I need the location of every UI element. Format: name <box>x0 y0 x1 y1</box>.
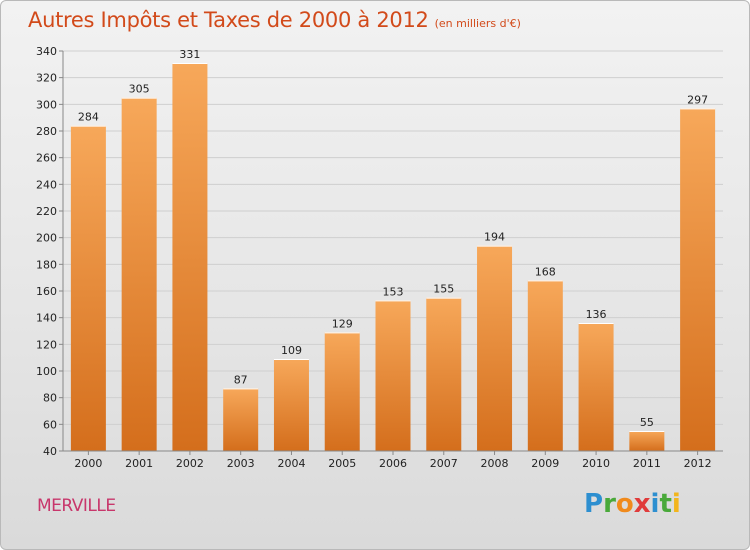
y-tick-label: 140 <box>36 312 57 325</box>
chart-subtitle: (en milliers d'€) <box>434 17 521 30</box>
x-tick-label: 2003 <box>227 457 255 470</box>
bars <box>70 63 716 452</box>
logo-letter: x <box>633 489 651 519</box>
y-tick-label: 260 <box>36 152 57 165</box>
x-tick-label: 2004 <box>277 457 305 470</box>
data-label: 109 <box>281 344 302 357</box>
data-label: 331 <box>179 48 200 61</box>
x-tick-label: 2009 <box>531 457 559 470</box>
data-label: 194 <box>484 231 505 244</box>
logo-letter: t <box>659 489 672 519</box>
y-tick-label: 40 <box>43 445 57 458</box>
data-label: 55 <box>640 416 654 429</box>
data-label: 297 <box>687 93 708 106</box>
y-tick-label: 160 <box>36 285 57 298</box>
logo-letter: i <box>650 489 660 519</box>
x-tick-label: 2005 <box>328 457 356 470</box>
bar <box>426 297 462 451</box>
y-tick-label: 340 <box>36 45 57 58</box>
bar <box>273 359 309 451</box>
data-labels: 284 305 331 87 109 129 153 155 194 168 136 55 297 <box>78 48 708 429</box>
bar <box>578 323 614 451</box>
x-tick-label: 2011 <box>633 457 661 470</box>
logo-letter: r <box>603 489 616 519</box>
y-axis-ticks: 40 60 80 100 120 140 160 180 200 220 240 260 280 300 3… <box>36 45 63 458</box>
bar <box>324 332 360 451</box>
data-label: 153 <box>383 285 404 298</box>
y-tick-label: 320 <box>36 72 57 85</box>
data-label: 305 <box>129 83 150 96</box>
bar <box>680 108 716 451</box>
bar <box>121 97 157 452</box>
x-tick-label: 2012 <box>684 457 712 470</box>
data-label: 136 <box>586 308 607 321</box>
x-tick-label: 2002 <box>176 457 204 470</box>
bar <box>172 63 208 451</box>
y-tick-label: 220 <box>36 205 57 218</box>
logo-letter: i <box>671 489 681 519</box>
data-label: 284 <box>78 111 99 124</box>
x-tick-label: 2006 <box>379 457 407 470</box>
x-axis-ticks: 2000 2001 2002 2003 2004 2005 2006 2007 2008 2009… <box>74 451 712 470</box>
y-tick-label: 100 <box>36 365 57 378</box>
x-tick-label: 2007 <box>430 457 458 470</box>
x-tick-label: 2001 <box>125 457 153 470</box>
y-tick-label: 120 <box>36 338 57 351</box>
y-tick-label: 280 <box>36 125 57 138</box>
data-label: 87 <box>234 373 248 386</box>
bar <box>527 280 563 451</box>
proxiti-logo[interactable]: Proxiti <box>584 489 681 519</box>
y-tick-label: 60 <box>43 418 57 431</box>
data-label: 168 <box>535 265 556 278</box>
x-tick-label: 2008 <box>481 457 509 470</box>
bar <box>375 300 411 451</box>
data-label: 129 <box>332 317 353 330</box>
x-tick-label: 2010 <box>582 457 610 470</box>
chart-title: Autres Impôts et Taxes de 2000 à 2012 (en… <box>28 8 521 32</box>
bar <box>477 245 513 451</box>
logo-letter: P <box>584 489 604 519</box>
y-tick-label: 80 <box>43 392 57 405</box>
bar <box>70 125 106 452</box>
chart-title-text: Autres Impôts et Taxes de 2000 à 2012 <box>28 8 429 32</box>
y-tick-label: 180 <box>36 258 57 271</box>
y-tick-label: 240 <box>36 178 57 191</box>
logo-letter: o <box>615 489 634 519</box>
bar <box>629 431 665 451</box>
town-name: MERVILLE <box>37 496 116 516</box>
y-tick-label: 200 <box>36 232 57 245</box>
data-label: 155 <box>433 283 454 296</box>
y-tick-label: 300 <box>36 98 57 111</box>
x-tick-label: 2000 <box>74 457 102 470</box>
bar <box>223 388 259 451</box>
